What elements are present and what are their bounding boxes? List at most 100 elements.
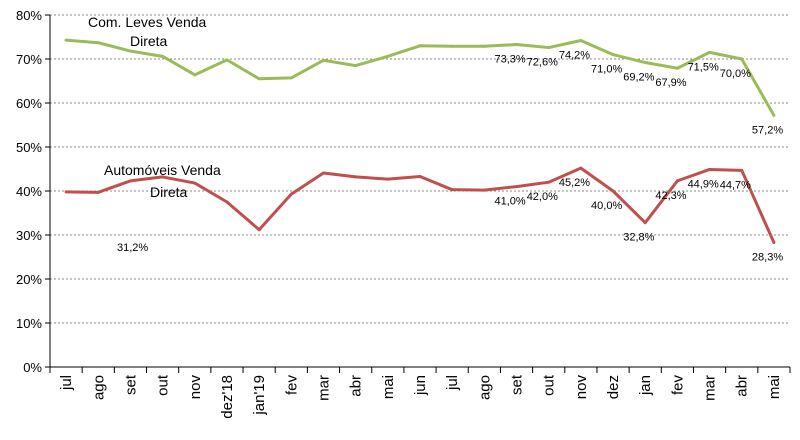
x-tick-label: set — [122, 374, 139, 395]
data-point — [418, 44, 422, 48]
data-point — [772, 240, 776, 244]
data-point — [579, 166, 583, 170]
data-point — [450, 188, 454, 192]
x-tick-label: nov — [187, 375, 204, 400]
y-tick-label: 80% — [16, 8, 42, 23]
data-point — [257, 77, 261, 81]
data-label: 67,9% — [655, 77, 686, 89]
x-tick-label: jun — [412, 375, 429, 396]
y-tick-label: 60% — [16, 96, 42, 111]
x-tick-label: set — [509, 374, 526, 395]
data-point — [96, 41, 100, 45]
series-name-red-line2: Direta — [150, 184, 188, 200]
data-label: 31,2% — [117, 242, 148, 254]
data-label: 40,0% — [591, 200, 622, 212]
data-point — [96, 190, 100, 194]
x-tick-label: out — [155, 374, 172, 396]
data-point — [128, 49, 132, 53]
y-tick-label: 50% — [16, 140, 42, 155]
data-label: 42,3% — [655, 190, 686, 202]
data-label: 44,9% — [688, 178, 719, 190]
data-point — [772, 113, 776, 117]
data-point — [611, 53, 615, 57]
data-label: 45,2% — [559, 177, 590, 189]
x-tick-label: abr — [348, 375, 365, 397]
y-tick-label: 40% — [16, 184, 42, 199]
data-point — [740, 168, 744, 172]
data-label: 28,3% — [752, 251, 783, 263]
data-point — [289, 192, 293, 196]
data-label: 70,0% — [720, 68, 751, 80]
data-point — [515, 185, 519, 189]
data-point — [321, 58, 325, 62]
data-point — [643, 61, 647, 65]
x-tick-label: ago — [90, 375, 107, 400]
data-point — [418, 174, 422, 178]
x-tick-label: jul — [58, 375, 75, 391]
data-point — [675, 66, 679, 70]
data-point — [643, 221, 647, 225]
data-label: 74,2% — [559, 50, 590, 62]
data-label: 57,2% — [752, 124, 783, 136]
data-point — [354, 64, 358, 68]
series-name-red-line1: Automóveis Venda — [104, 162, 221, 178]
series-name-green-line2: Direta — [130, 33, 168, 49]
x-tick-label: jan'19 — [251, 375, 268, 416]
data-point — [64, 190, 68, 194]
data-point — [321, 171, 325, 175]
data-point — [193, 73, 197, 77]
data-point — [225, 200, 229, 204]
x-tick-label: dez'18 — [219, 375, 236, 419]
data-point — [450, 44, 454, 48]
data-point — [579, 39, 583, 43]
x-tick-label: mai — [380, 375, 397, 399]
data-label: 32,8% — [623, 232, 654, 244]
data-point — [64, 38, 68, 42]
data-label: 71,5% — [688, 61, 719, 73]
y-tick-label: 0% — [23, 360, 42, 375]
data-point — [740, 57, 744, 61]
x-tick-label: ago — [476, 375, 493, 400]
y-tick-label: 30% — [16, 228, 42, 243]
data-point — [386, 177, 390, 181]
data-point — [386, 54, 390, 58]
y-tick-label: 20% — [16, 272, 42, 287]
data-point — [128, 179, 132, 183]
series-line-automoveis — [66, 166, 776, 244]
series-name-green-line1: Com. Leves Venda — [88, 14, 207, 30]
x-tick-label: nov — [573, 375, 590, 400]
data-point — [161, 175, 165, 179]
x-tick-label: mar — [315, 375, 332, 401]
x-tick-label: mar — [702, 375, 719, 401]
x-tick-label: dez — [605, 375, 622, 399]
data-label: 73,3% — [495, 53, 526, 65]
data-point — [611, 189, 615, 193]
data-point — [482, 44, 486, 48]
data-point — [708, 167, 712, 171]
data-point — [257, 228, 261, 232]
y-tick-label: 10% — [16, 316, 42, 331]
x-tick-label: jul — [444, 375, 461, 391]
data-label: 71,0% — [591, 64, 622, 76]
y-tick-label: 70% — [16, 52, 42, 67]
data-label: 72,6% — [527, 57, 558, 69]
data-point — [193, 181, 197, 185]
data-label: 41,0% — [495, 196, 526, 208]
data-point — [547, 180, 551, 184]
data-point — [547, 46, 551, 50]
data-point — [708, 50, 712, 54]
x-tick-label: out — [541, 374, 558, 396]
data-point — [225, 58, 229, 62]
data-label: 44,7% — [720, 179, 751, 191]
x-tick-label: jan — [637, 375, 654, 396]
data-point — [675, 179, 679, 183]
data-point — [354, 175, 358, 179]
x-tick-label: fev — [283, 375, 300, 396]
data-point — [515, 42, 519, 46]
data-label: 42,0% — [527, 191, 558, 203]
x-tick-label: mai — [766, 375, 783, 399]
data-point — [289, 76, 293, 80]
x-tick-label: fev — [669, 375, 686, 396]
data-point — [161, 54, 165, 58]
